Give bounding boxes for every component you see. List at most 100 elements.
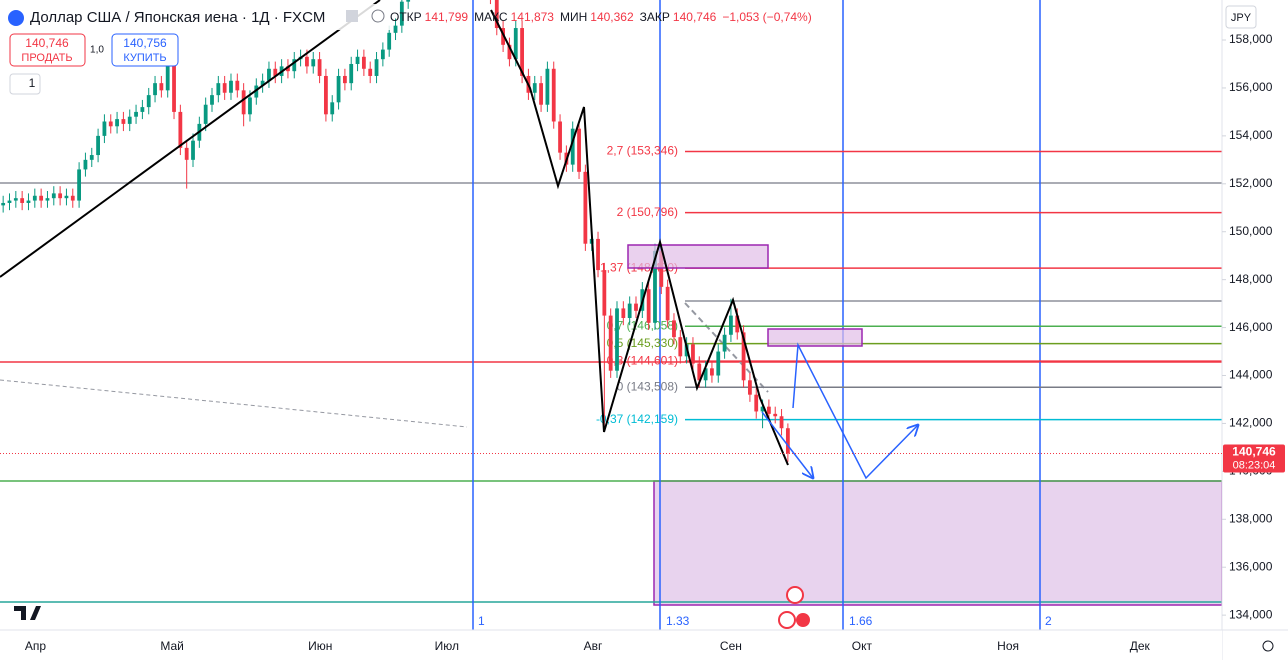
candle-body [406,0,411,2]
candle-body [159,83,164,91]
candle-body [608,315,613,371]
x-tick-label: Июл [435,639,459,653]
candle-body [39,195,44,201]
candle-body [361,56,366,69]
candle-body [558,121,562,153]
y-tick-label: 148,000 [1229,272,1273,286]
settings-icon[interactable] [1262,640,1274,652]
x-tick-label: Авг [584,639,603,653]
event-icon[interactable] [796,613,810,627]
candle-body [779,416,784,429]
candle-body [146,95,151,108]
candle-body [710,368,714,376]
candle-body [646,289,651,323]
candle-body [551,68,556,122]
y-tick-label: 156,000 [1229,80,1273,94]
candle-body [665,286,670,321]
buy-button[interactable] [111,33,179,67]
y-tick-label: 144,000 [1229,368,1273,382]
candle-body [634,303,638,311]
fib-label: 0,7 (146,058) [607,318,678,332]
zone [653,480,1223,606]
candle-body [678,337,683,357]
x-tick-label: Июн [308,639,332,653]
candle-body [336,75,341,103]
candle-body [324,75,328,115]
event-icon[interactable] [786,586,804,604]
candle-body [722,334,727,352]
candle-body [58,193,63,199]
candle-body [583,171,588,244]
header-bg [2,4,390,30]
candle-body [621,308,626,318]
icon[interactable] [346,10,358,22]
candle-body [380,49,385,60]
candle-body [32,195,37,201]
candle-body [355,56,360,64]
icon[interactable] [371,9,385,23]
candle-body [13,198,18,201]
candle-body [127,116,132,124]
candle-body [222,83,227,93]
candle-body [165,63,170,91]
candle-body [108,121,113,127]
candle-body [387,32,392,50]
last-price-label: 140,746 [1232,445,1276,459]
last-price-tag [1223,444,1285,473]
sell-button[interactable] [9,33,86,67]
candle-body [77,169,82,201]
ohlc-header: ОТКР 141,799 МАКС 141,873 МИН 140,362 ЗАКР 140,… [390,10,812,24]
y-tick-label: 150,000 [1229,224,1273,238]
candle-body [539,83,543,105]
lots[interactable]: 1 [29,76,36,90]
event-icon[interactable] [778,611,796,629]
y-tick-label: 142,000 [1229,416,1273,430]
y-tick-label: 146,000 [1229,320,1273,334]
candle-body [659,250,664,287]
y-tick-label: 158,000 [1229,32,1273,46]
candle-body [735,315,740,333]
trend-line [0,379,468,428]
cycle-label: 1 [478,614,485,628]
zigzag [490,9,789,466]
x-tick-label: Сен [720,639,742,653]
fib-label: -0,37 (142,159) [596,412,678,426]
lots-button[interactable] [9,73,41,95]
candle-body [785,428,790,454]
candle-body [570,128,575,165]
candle-body [260,80,265,86]
arrow-path [792,342,918,480]
candle-body [70,195,75,201]
ohlc-value: 140,362 [590,10,634,24]
candle-body [760,406,765,412]
currency[interactable]: JPY [1231,12,1252,24]
candle-body [26,200,31,203]
candle-body [203,104,208,124]
candle-body [121,119,126,124]
candle-body [317,59,322,76]
buy-price[interactable]: 140,756 [123,36,167,50]
candle-body [520,28,524,76]
candle-body [716,351,721,376]
sell-label[interactable]: ПРОДАТЬ [21,52,72,64]
currency-button[interactable] [1225,5,1257,29]
candle-body [96,135,100,156]
spread: 1,0 [90,45,104,56]
candle-body [248,97,252,115]
candle-body [393,25,398,33]
buy-label[interactable]: КУПИТЬ [123,52,166,64]
candle-body [741,332,746,381]
candle-body [184,147,189,160]
candle-body [311,59,316,67]
y-tick-label: 138,000 [1229,511,1273,525]
candle-body [754,394,759,412]
y-tick-label: 136,000 [1229,559,1273,573]
sell-price[interactable]: 140,746 [25,36,69,50]
candle-body [494,0,499,29]
candle-body [627,303,632,318]
fib-label: 0,5 (145,330) [607,336,678,350]
candle-body [273,68,278,76]
fib-levels: 2,7 (153,346)2 (150,796)1,37 (148,480)0,… [596,144,1222,426]
candle-body [399,1,404,26]
candle-body [292,59,297,72]
